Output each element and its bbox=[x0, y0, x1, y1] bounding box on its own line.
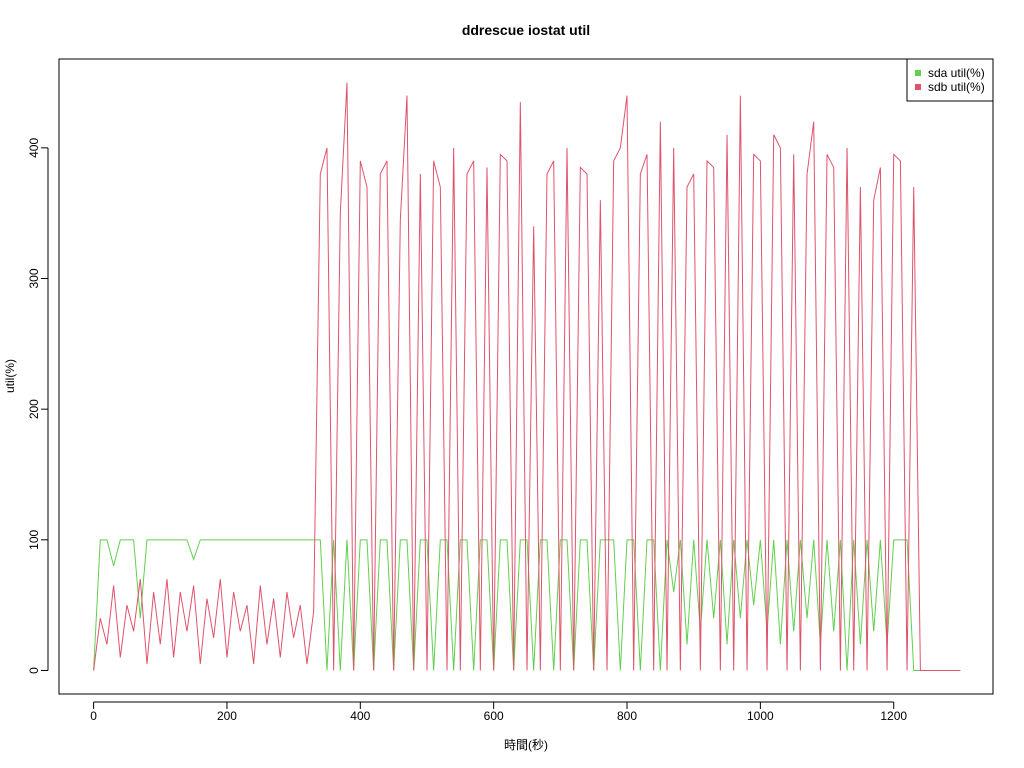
x-axis-label: 時間(秒) bbox=[504, 738, 548, 752]
x-tick-label: 400 bbox=[350, 709, 370, 723]
legend-swatch bbox=[915, 70, 921, 76]
plot-frame bbox=[58, 58, 994, 695]
x-tick-label: 1000 bbox=[747, 709, 774, 723]
series-line bbox=[93, 539, 961, 671]
series-line bbox=[93, 82, 961, 671]
y-tick-label: 0 bbox=[27, 667, 41, 674]
y-tick-label: 200 bbox=[27, 399, 41, 419]
legend-box bbox=[906, 58, 994, 102]
x-tick-label: 200 bbox=[217, 709, 237, 723]
legend-label: sda util(%) bbox=[928, 66, 985, 80]
x-tick-label: 600 bbox=[484, 709, 504, 723]
x-tick-label: 1200 bbox=[880, 709, 907, 723]
x-tick-label: 800 bbox=[617, 709, 637, 723]
chart-title: ddrescue iostat util bbox=[462, 22, 590, 38]
y-tick-label: 400 bbox=[27, 138, 41, 158]
y-tick-label: 300 bbox=[27, 268, 41, 288]
legend-label: sdb util(%) bbox=[928, 80, 985, 94]
y-tick-label: 100 bbox=[27, 529, 41, 549]
y-axis-label: util(%) bbox=[3, 359, 17, 393]
legend-swatch bbox=[915, 84, 921, 90]
x-tick-label: 0 bbox=[90, 709, 97, 723]
